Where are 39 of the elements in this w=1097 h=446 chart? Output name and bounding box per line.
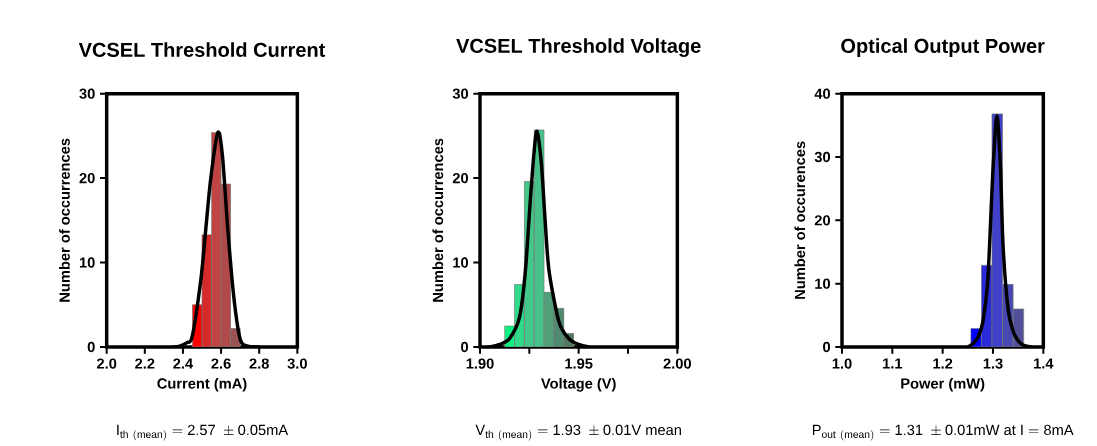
x-axis-title: Voltage (V)	[541, 377, 616, 392]
x-axis-title: Current (mA)	[157, 377, 247, 392]
chart-title: VCSEL Threshold Voltage	[456, 38, 701, 57]
x-tick-label: 1.2	[933, 358, 953, 369]
x-tick-label: 2.6	[211, 358, 231, 369]
x-tick-label: 1.90	[466, 358, 494, 369]
x-tick-label: 2.4	[173, 358, 194, 369]
y-tick-label: 0	[87, 341, 95, 353]
y-tick-label: 10	[79, 257, 95, 268]
y-tick-label: 10	[815, 278, 831, 289]
y-tick-label: 30	[814, 151, 831, 163]
x-tick-label: 1.4	[1034, 358, 1054, 369]
y-tick-label: 40	[814, 88, 831, 99]
y-tick-label: 30	[452, 88, 469, 99]
y-tick-label: 20	[79, 172, 95, 184]
x-tick-label: 1.1	[883, 358, 903, 369]
x-tick-label: 2.2	[135, 358, 155, 369]
x-tick-label: 2.0	[96, 358, 117, 369]
text: $\mathrm{V_{th\ (mean)}=1.93\ \pm 0.01V\ mean}$	[475, 424, 681, 441]
y-tick-label: 20	[814, 215, 831, 226]
x-tick-label: 2.00	[663, 358, 691, 369]
x-axis-title: Power (mW)	[901, 377, 985, 392]
y-axis-title: Number of occurrences	[59, 138, 70, 302]
y-tick-label: 30	[79, 88, 95, 99]
x-tick-label: 2.8	[249, 358, 269, 369]
chart-title: Optical Output Power	[841, 38, 1045, 57]
y-axis-title: Number of occurrences	[432, 138, 444, 302]
chart-title: VCSEL Threshold Current	[78, 42, 326, 57]
y-axis-title: Number of occurences	[794, 141, 806, 299]
x-tick-label: 1.95	[565, 358, 593, 369]
text: $\mathrm{I_{th\ (mean)}=2.57\ \pm 0.05mA}$	[117, 424, 289, 441]
text: $\mathrm{P_{out\ (mean)}=1.31\ \pm 0.01mW\ at\ I=8mA}$	[812, 424, 1074, 441]
x-tick-label: 1.0	[832, 358, 852, 369]
y-tick-label: 0	[823, 341, 831, 353]
x-tick-label: 1.3	[983, 358, 1003, 369]
x-tick-label: 3.0	[287, 358, 307, 369]
y-tick-label: 20	[452, 172, 469, 184]
y-tick-label: 0	[461, 341, 469, 353]
y-tick-label: 10	[453, 257, 469, 268]
